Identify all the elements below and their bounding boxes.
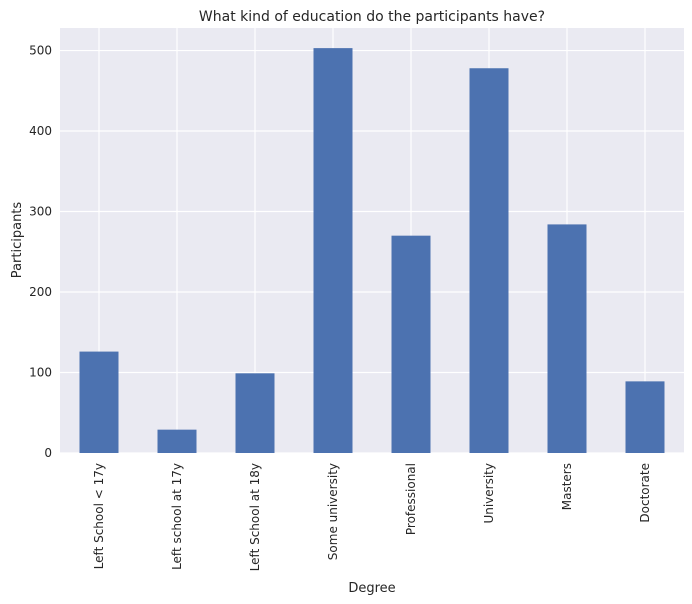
x-tick-label: Some university (326, 463, 340, 560)
x-axis-label: Degree (348, 581, 395, 596)
bar-left-school-at-17y (157, 429, 197, 453)
x-tick-label: Professional (404, 463, 418, 535)
y-tick-label: 0 (44, 446, 52, 460)
bar-university (469, 68, 509, 453)
bar-doctorate (625, 381, 665, 453)
x-tick-label: Left School at 18y (248, 463, 262, 571)
y-tick-label: 300 (29, 205, 52, 219)
chart-title: What kind of education do the participan… (199, 9, 545, 25)
y-tick-label: 200 (29, 285, 52, 299)
bar-left-school-at-18y (235, 373, 275, 453)
y-tick-labels: 0 100 200 300 400 500 (29, 44, 52, 460)
bar-professional (391, 235, 431, 453)
y-tick-label: 500 (29, 44, 52, 58)
y-tick-label: 400 (29, 124, 52, 138)
bars (79, 48, 665, 453)
y-tick-label: 100 (29, 366, 52, 380)
bar-some-university (313, 48, 353, 453)
x-tick-label: Masters (560, 463, 574, 510)
plot-background (60, 28, 684, 453)
bar-masters (547, 224, 587, 453)
x-tick-label: Left School < 17y (92, 463, 106, 569)
x-tick-labels: Left School < 17y Left school at 17y Left … (92, 463, 652, 571)
x-tick-label: Doctorate (638, 463, 652, 523)
x-tick-label: University (482, 463, 496, 524)
y-axis-label: Participants (10, 202, 25, 279)
bar-left-school-17y (79, 351, 119, 453)
x-tick-label: Left school at 17y (170, 463, 184, 570)
